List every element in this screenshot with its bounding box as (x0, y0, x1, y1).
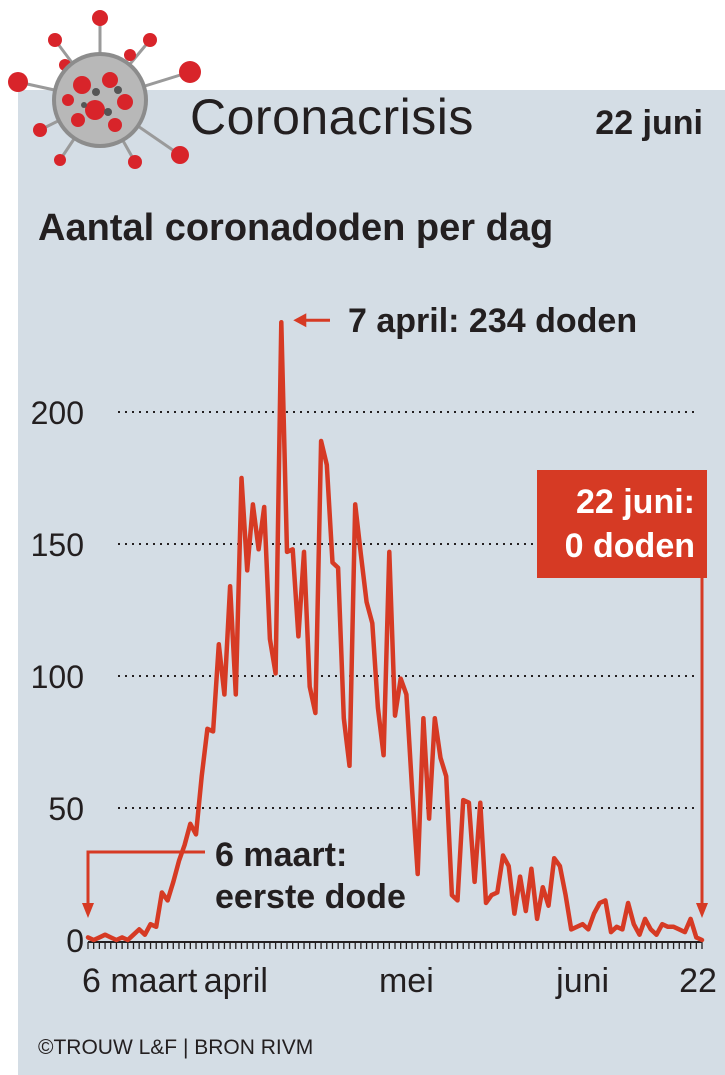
data-line (85, 319, 705, 943)
y-tick-label: 200 (31, 395, 84, 431)
header-title: Coronacrisis (190, 89, 474, 145)
header-date: 22 juni (595, 104, 703, 142)
y-tick-label: 0 (66, 923, 84, 959)
annotation-last-line2: 0 doden (564, 527, 695, 565)
annotation-last-line1: 22 juni: (575, 483, 695, 521)
last-arrow-head (696, 903, 708, 918)
chart-title: Aantal coronadoden per dag (38, 207, 554, 249)
annotation-peak: 7 april: 234 doden (348, 302, 638, 340)
annotation-last-box: 22 juni: 0 doden (537, 470, 707, 578)
first-arrow-head (82, 903, 94, 918)
x-tick-label: juni (555, 962, 609, 1000)
peak-arrow-head (293, 313, 307, 328)
annotation-first-line1: 6 maart: (215, 836, 348, 874)
x-tick-label: april (204, 962, 268, 1000)
first-arrow-line (86, 850, 205, 905)
y-tick-label: 150 (31, 527, 84, 563)
virus-icon (8, 10, 201, 169)
x-tick-label: mei (379, 962, 434, 1000)
x-tick-label: 6 maart (82, 962, 198, 1000)
annotation-first-line2: eerste dode (215, 878, 406, 916)
y-tick-label: 50 (48, 791, 84, 827)
y-tick-label: 100 (31, 659, 84, 695)
x-tick-label: 22 (679, 962, 717, 1000)
credit-line: ©TROUW L&F | BRON RIVM (38, 1036, 314, 1059)
